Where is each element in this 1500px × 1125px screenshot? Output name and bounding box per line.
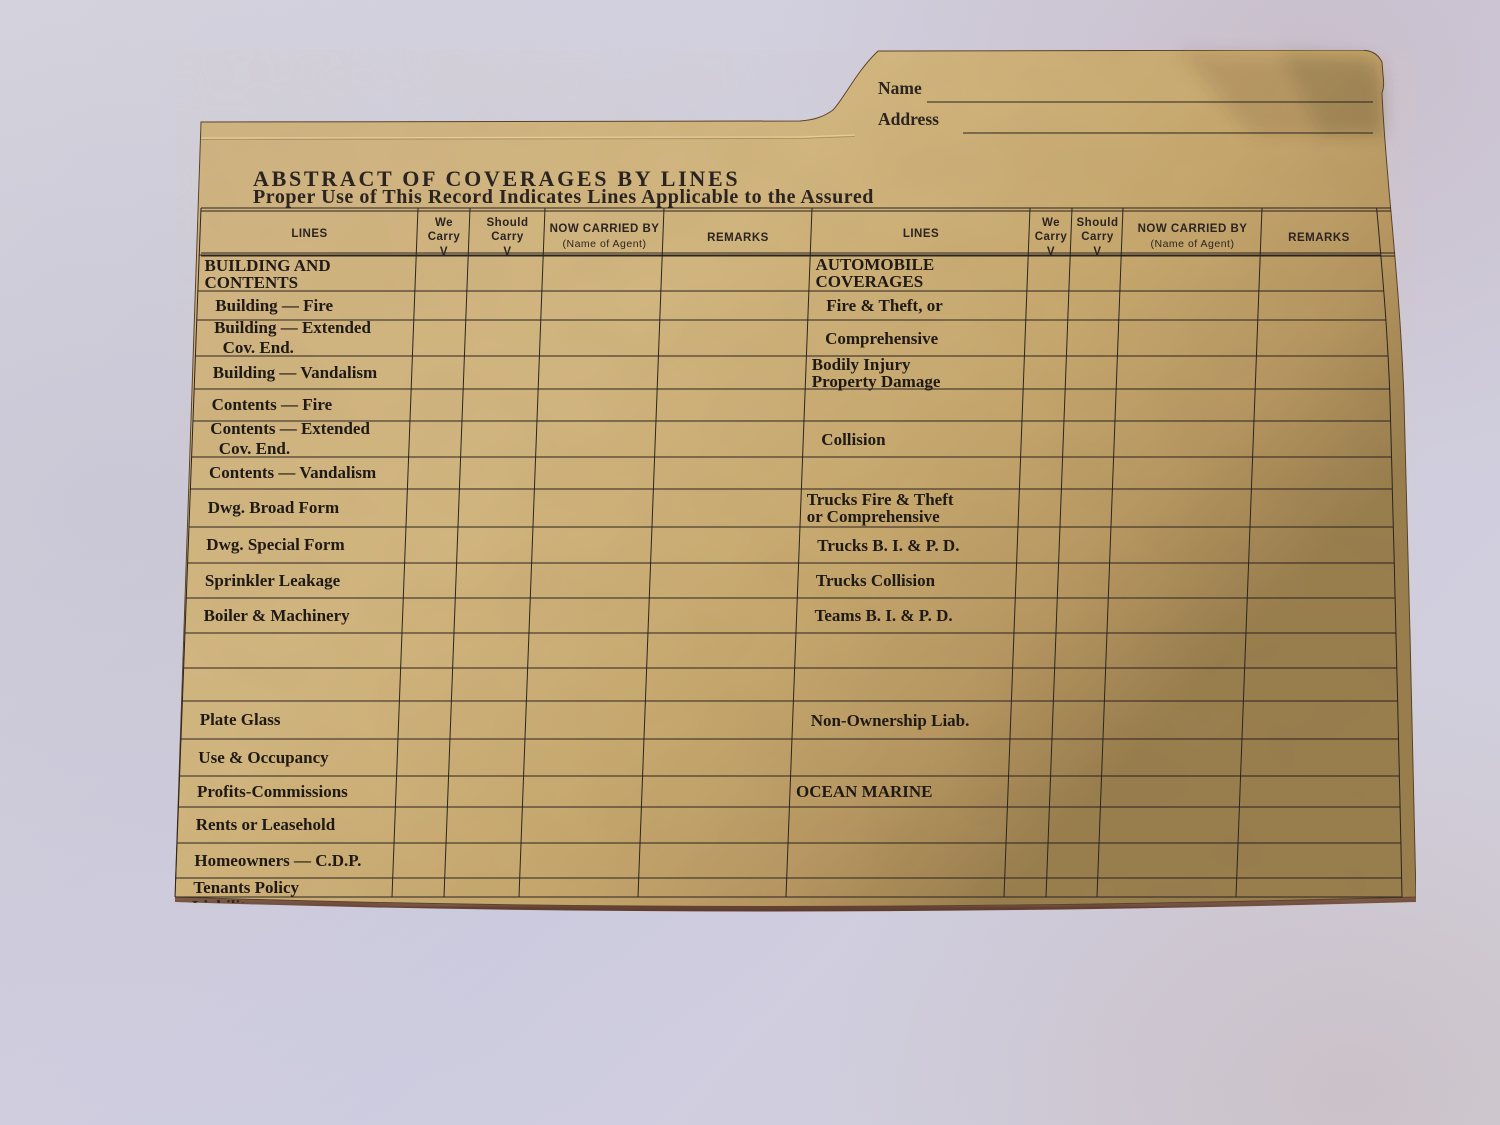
svg-text:Address: Address [878, 109, 939, 129]
svg-text:Name: Name [878, 78, 922, 98]
svg-text:Proper Use of This Record Indi: Proper Use of This Record Indicates Line… [253, 186, 874, 208]
